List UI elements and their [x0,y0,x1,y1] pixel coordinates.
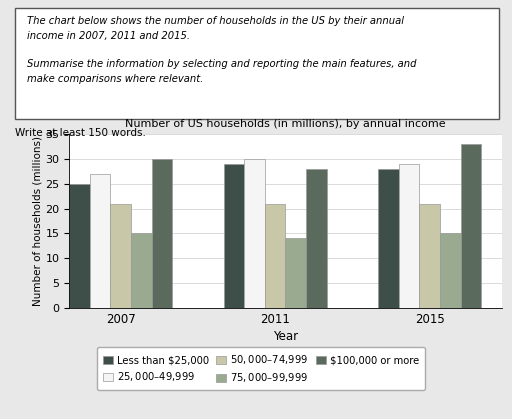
Bar [244,159,265,308]
Bar [224,164,244,308]
Bar [110,204,131,308]
Bar [69,184,90,308]
Bar [131,233,152,308]
X-axis label: Year: Year [273,330,298,343]
Bar [419,204,440,308]
Bar [461,144,481,308]
Text: Write at least 150 words.: Write at least 150 words. [15,128,146,138]
Title: Number of US households (in millions), by annual income: Number of US households (in millions), b… [125,119,446,129]
Bar [440,233,461,308]
Bar [306,169,327,308]
Legend: Less than $25,000, $25,000–$49,999, $50,000–$74,999, $75,000–$99,999, $100,000 o: Less than $25,000, $25,000–$49,999, $50,… [97,347,425,390]
Bar [399,164,419,308]
FancyBboxPatch shape [15,8,499,119]
Text: The chart below shows the number of households in the US by their annual
income : The chart below shows the number of hous… [28,16,417,84]
Y-axis label: Number of households (millions): Number of households (millions) [32,136,42,306]
Bar [286,238,306,308]
Bar [90,174,110,308]
Bar [265,204,286,308]
Bar [378,169,399,308]
Bar [152,159,172,308]
